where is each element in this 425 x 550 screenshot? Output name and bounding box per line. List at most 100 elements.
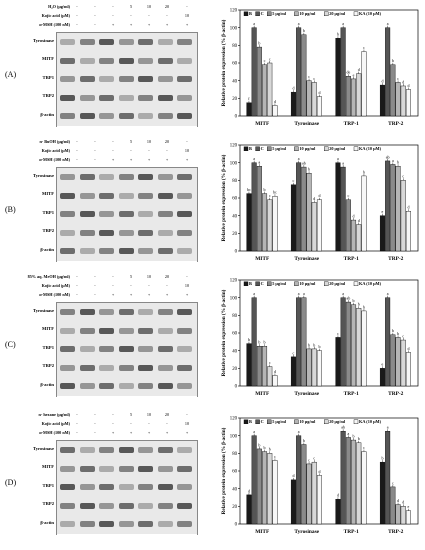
protein-band xyxy=(99,383,114,390)
protein-band xyxy=(157,484,173,491)
significance-letter: e xyxy=(382,362,384,367)
treatment-value: - xyxy=(94,412,96,417)
protein-label: TRP1 xyxy=(42,482,54,488)
bar xyxy=(361,51,367,117)
protein-band xyxy=(99,327,114,334)
bar xyxy=(361,451,367,525)
treatment-value: 10 xyxy=(184,148,190,153)
treatment-value: + xyxy=(129,157,133,162)
bar-chart: 0 20 40 60 80 100 120 Relative protein expressi… xyxy=(218,274,422,404)
protein-band xyxy=(157,521,173,528)
x-category-label: TRP-1 xyxy=(344,256,360,262)
protein-label: Tyrosinase xyxy=(32,445,54,451)
treatment-value: 5 xyxy=(129,139,133,144)
x-category-label: MITF xyxy=(255,529,270,535)
treatment-value: - xyxy=(94,13,96,18)
y-tick-label: 0 xyxy=(235,115,238,120)
significance-letter: a xyxy=(253,21,255,26)
legend-swatch xyxy=(294,419,299,425)
bar xyxy=(379,461,385,525)
bar xyxy=(385,27,391,117)
y-tick-label: 100 xyxy=(230,296,238,301)
treatment-value: - xyxy=(76,157,78,162)
legend-swatch xyxy=(255,419,260,425)
bar xyxy=(385,431,391,525)
significance-letter: d xyxy=(337,493,339,498)
protein-band xyxy=(99,113,114,120)
protein-band xyxy=(118,327,134,334)
bar xyxy=(405,510,411,525)
treatment-value: - xyxy=(130,13,132,18)
bar xyxy=(306,348,312,387)
treatment-value: 10 xyxy=(184,13,190,18)
legend-label: KA (10 μM) xyxy=(359,11,382,16)
protein-band xyxy=(60,383,75,390)
treatment-value: 5 xyxy=(129,4,133,9)
legend-label: 20 μg/ml xyxy=(329,419,346,424)
bar-chart: 0 20 40 60 80 100 120 Relative protein expressi… xyxy=(218,4,422,134)
legend-swatch xyxy=(294,11,299,17)
significance-letter: a xyxy=(253,291,255,296)
significance-letter: d xyxy=(402,79,404,84)
treatment-value: + xyxy=(111,430,115,435)
protein-band xyxy=(60,174,75,181)
protein-band xyxy=(79,113,95,120)
significance-letter: a xyxy=(253,429,255,434)
protein-band xyxy=(157,309,173,316)
y-tick-label: 80 xyxy=(232,452,237,457)
panel-label: (A) xyxy=(5,70,17,79)
bar xyxy=(316,96,322,117)
protein-label: Tyrosinase xyxy=(32,37,54,43)
significance-letter: c xyxy=(397,76,399,81)
protein-band xyxy=(60,309,75,316)
legend-swatch xyxy=(255,281,260,287)
figure-panel: n- BuOH (μg/ml) - - - 5 10 20 - Kojic acid (μM) -… xyxy=(0,137,425,272)
protein-band xyxy=(60,113,75,120)
legend-swatch xyxy=(255,11,260,17)
bar xyxy=(306,80,312,117)
significance-letter: c xyxy=(293,350,295,355)
legend-swatch xyxy=(243,281,249,287)
bar xyxy=(356,224,362,252)
treatment-value: - xyxy=(166,148,168,153)
protein-label: Tyrosinase xyxy=(32,172,54,178)
treatment-value: - xyxy=(76,274,78,279)
treatment-value: - xyxy=(112,421,114,426)
bar xyxy=(405,211,411,252)
significance-letter: d xyxy=(353,213,355,218)
protein-band xyxy=(157,248,173,255)
treatment-value: 5 xyxy=(129,274,133,279)
treatment-value: - xyxy=(94,430,96,435)
bar xyxy=(311,461,317,525)
y-tick-label: 0 xyxy=(235,385,238,390)
figure-panel: H₂O (μg/ml) - - - 5 10 20 - Kojic acid (μM) - - - - -… xyxy=(0,2,425,137)
treatment-value: - xyxy=(76,421,78,426)
treatment-value: 10 xyxy=(146,4,152,9)
bar xyxy=(251,27,257,117)
bar xyxy=(290,356,296,387)
protein-band xyxy=(79,39,95,46)
treatment-label: Kojic acid (μM) xyxy=(41,13,70,18)
treatment-value: 10 xyxy=(184,283,190,288)
y-tick-label: 100 xyxy=(230,434,238,439)
treatment-label: n- hexane (μg/ml) xyxy=(38,412,70,417)
significance-letter: b xyxy=(392,328,394,333)
treatment-value: + xyxy=(147,292,151,297)
treatment-value: + xyxy=(185,430,189,435)
bar xyxy=(340,27,346,117)
legend-label: 5 μg/ml xyxy=(272,11,287,16)
western-blot xyxy=(56,32,198,127)
protein-label: β-actin xyxy=(40,246,54,252)
blot-row xyxy=(57,88,197,108)
bar xyxy=(400,85,406,117)
blot-row xyxy=(57,242,197,262)
protein-band xyxy=(177,327,192,334)
significance-letter: d xyxy=(274,369,276,374)
bar xyxy=(246,343,252,387)
protein-band xyxy=(79,521,95,528)
bar-chart: 0 20 40 60 80 100 120 Relative protein expressi… xyxy=(218,139,422,269)
protein-band xyxy=(79,346,95,353)
legend-label: C xyxy=(261,281,264,286)
legend-label: 10 μg/ml xyxy=(299,281,316,286)
bar xyxy=(262,346,268,387)
